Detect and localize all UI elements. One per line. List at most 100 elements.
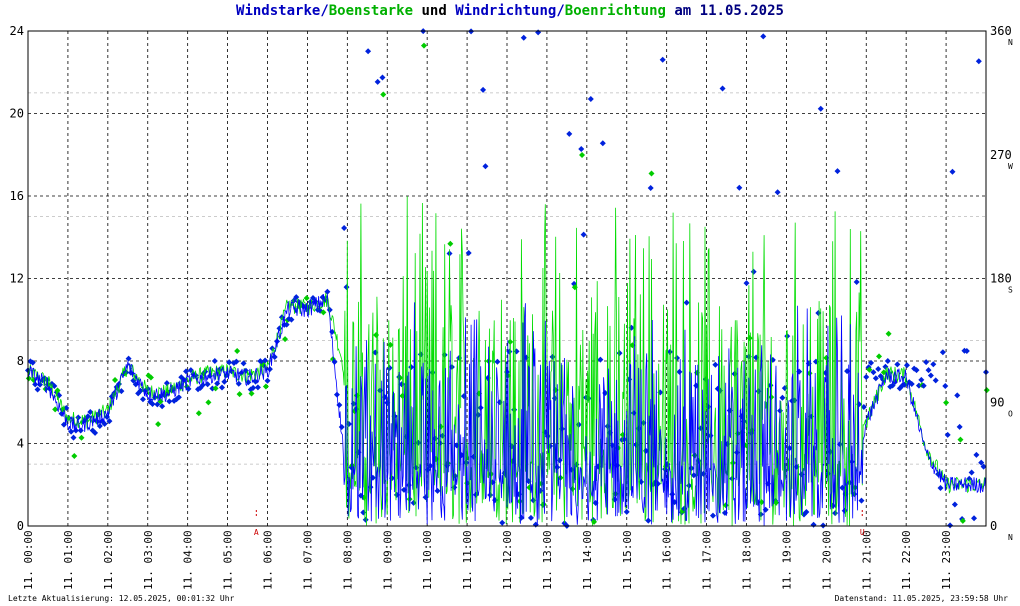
wind-direction-point: [832, 510, 839, 517]
gust-direction-point: [248, 390, 255, 397]
y-tick-label: 20: [10, 107, 24, 121]
y-tick-label: 24: [10, 24, 24, 38]
gust-direction-point: [876, 353, 883, 360]
gust-direction-point: [147, 374, 154, 381]
wind-direction-point: [870, 369, 877, 376]
wind-direction-point: [410, 499, 417, 506]
wind-direction-point: [709, 512, 716, 519]
gust-direction-point: [959, 517, 966, 524]
wind-direction-point: [60, 421, 67, 428]
gust-direction-point: [447, 240, 454, 247]
x-tick-label: 11. 04:00: [182, 530, 195, 590]
gust-direction-point: [262, 383, 269, 390]
wind-direction-point: [963, 348, 970, 355]
x-tick-label: 11. 06:00: [262, 530, 275, 590]
x-tick-label: 11. 21:00: [860, 530, 873, 590]
gust-direction-point: [758, 499, 765, 506]
wind-direction-point: [487, 492, 494, 499]
wind-direction-point: [872, 375, 879, 382]
wind-direction-point: [365, 48, 372, 55]
y-axis-left: 0 4 8 12 16 20 24: [10, 24, 24, 533]
wind-direction-point: [118, 388, 125, 395]
wind-direction-point: [803, 508, 810, 515]
x-tick-label: 11. 19:00: [780, 530, 793, 590]
wind-direction-point: [185, 385, 192, 392]
title-boenstarke: Boenstarke: [328, 3, 414, 19]
wind-direction-point: [743, 280, 750, 287]
wind-direction-point: [930, 361, 937, 368]
gust-direction-point: [768, 394, 775, 401]
wind-direction-point: [549, 353, 556, 360]
wind-direction-point: [925, 367, 932, 374]
x-tick-label: 11. 22:00: [900, 530, 913, 590]
gust-direction-point: [282, 336, 289, 343]
gust-direction-point: [234, 348, 241, 355]
chart-title: Windstarke/Boenstarke und Windrichtung/B…: [0, 3, 1020, 19]
wind-direction-point: [345, 421, 352, 428]
wind-direction-point: [250, 384, 257, 391]
x-tick-label: 11. 20:00: [820, 530, 833, 590]
y-tick-label: 4: [17, 437, 24, 451]
marker-label: A: [254, 528, 259, 537]
plot-frame: [27, 30, 987, 527]
wind-direction-point: [520, 34, 527, 41]
wind-direction-point: [527, 514, 534, 521]
wind-direction-point: [34, 386, 41, 393]
wind-direction-point: [338, 423, 345, 430]
wind-direction-point: [834, 168, 841, 175]
gust-direction-point: [773, 499, 780, 506]
gust-direction-point: [943, 399, 950, 406]
wind-direction-point: [868, 359, 875, 366]
title-date: am 11.05.2025: [665, 3, 784, 19]
wind-direction-point: [75, 414, 82, 421]
x-tick-label: 11. 00:00: [22, 530, 35, 590]
y-tick-label: 0: [17, 519, 24, 533]
wind-direction-point: [683, 299, 690, 306]
direction-letter: S: [1008, 286, 1013, 295]
x-tick-label: 11. 09:00: [381, 530, 394, 590]
wind-direction-point: [68, 428, 75, 435]
wind-direction-point: [875, 366, 882, 373]
wind-direction-point: [271, 354, 278, 361]
gust-direction-point: [420, 42, 427, 49]
x-tick-label: 11. 03:00: [142, 530, 155, 590]
wind-direction-point: [817, 105, 824, 112]
wind-direction-point: [927, 372, 934, 379]
wind-direction-point: [973, 451, 980, 458]
wind-direction-point: [947, 522, 954, 529]
x-tick-label: 11. 08:00: [341, 530, 354, 590]
wind-direction-point: [218, 384, 225, 391]
y2-tick-label: 90: [990, 395, 1004, 409]
wind-direction-point: [978, 459, 985, 466]
gust-direction-point: [380, 91, 387, 98]
wind-direction-point: [645, 517, 652, 524]
x-tick-label: 11. 18:00: [741, 530, 754, 590]
x-tick-label: 11. 23:00: [940, 530, 953, 590]
wind-direction-point: [149, 401, 156, 408]
wind-direction-point: [920, 382, 927, 389]
wind-direction-point: [331, 358, 338, 365]
wind-direction-point: [623, 508, 630, 515]
title-windstarke: Windstarke: [236, 3, 321, 19]
wind-direction-point: [254, 384, 261, 391]
x-axis: 11. 00:00 11. 01:00 11. 02:00 11. 03:00 11. …: [22, 530, 953, 590]
wind-direction-point: [712, 361, 719, 368]
wind-direction-point: [482, 163, 489, 170]
x-tick-label: 11. 02:00: [102, 530, 115, 590]
wind-direction-point: [666, 348, 673, 355]
wind-direction-point: [858, 497, 865, 504]
wind-direction-point: [640, 419, 647, 426]
wind-direction-point: [460, 393, 467, 400]
x-tick-label: 11. 10:00: [421, 530, 434, 590]
wind-direction-point: [235, 380, 242, 387]
footer-updated: Letzte Aktualisierung: 12.05.2025, 00:01…: [8, 594, 235, 603]
wind-direction-point: [841, 507, 848, 514]
wind-direction-point: [956, 423, 963, 430]
title-sep2: /: [556, 3, 565, 19]
wind-direction-point: [884, 358, 891, 365]
wind-direction-point: [647, 184, 654, 191]
gust-direction-point: [983, 387, 990, 394]
wind-direction-point: [209, 385, 216, 392]
wind-direction-point: [408, 364, 415, 371]
wind-direction-point: [499, 519, 506, 526]
